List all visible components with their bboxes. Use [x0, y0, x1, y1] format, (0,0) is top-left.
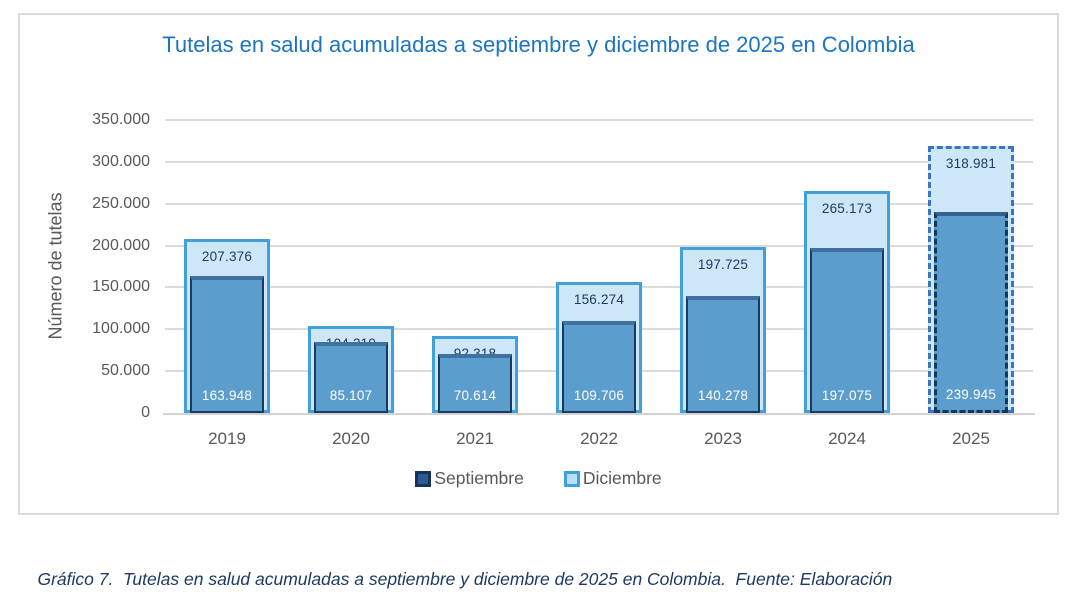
y-axis-tick-labels: 0 50.000 100.000 150.000 200.000 250.000 300.0…	[54, 111, 150, 421]
legend-item-septiembre: Septiembre	[415, 468, 524, 489]
data-label-septiembre-2021: 70.614	[453, 388, 497, 403]
data-label-diciembre-2025: 318.981	[945, 156, 997, 171]
x-tick-2025: 2025	[952, 429, 990, 448]
y-tick-0: 0	[141, 404, 150, 421]
data-label-septiembre-2022: 109.706	[573, 388, 625, 403]
gridline-200.000	[165, 244, 1033, 247]
bar-septiembre-2025: 239.945	[934, 212, 1008, 413]
x-tick-2022: 2022	[580, 429, 618, 448]
bar-septiembre-2023: 140.278	[686, 296, 760, 413]
bar-septiembre-2024: 197.075	[810, 248, 884, 413]
data-label-diciembre-2022: 156.274	[573, 292, 625, 307]
data-label-diciembre-2024: 265.173	[821, 201, 873, 216]
data-label-septiembre-2024: 197.075	[821, 388, 873, 403]
y-tick-250.000: 250.000	[92, 194, 150, 212]
bar-septiembre-2020: 85.107	[314, 342, 388, 413]
x-tick-2021: 2021	[456, 429, 494, 448]
x-tick-2023: 2023	[704, 429, 742, 448]
x-tick-2020: 2020	[332, 429, 370, 448]
x-tick-2024: 2024	[828, 429, 866, 448]
gridline-350.000	[165, 119, 1033, 121]
y-tick-350.000: 350.000	[92, 111, 150, 128]
bar-septiembre-2021: 70.614	[438, 354, 512, 413]
chart-title: Tutelas en salud acumuladas a septiembre…	[162, 32, 915, 57]
gridline-250.000	[165, 202, 1033, 205]
legend-label-diciembre: Diciembre	[582, 468, 662, 488]
data-label-septiembre-2019: 163.948	[201, 388, 253, 403]
caption-line-1: Gráfico 7. Tutelas en salud acumuladas a…	[37, 569, 893, 589]
legend-label-septiembre: Septiembre	[434, 468, 524, 488]
chart-card: Tutelas en salud acumuladas a septiembre…	[18, 13, 1059, 515]
bar-septiembre-2022: 109.706	[562, 321, 636, 413]
y-tick-150.000: 150.000	[92, 278, 150, 296]
legend: Septiembre Diciembre	[20, 468, 1057, 489]
plot-area: 207.376163.948104.21985.10792.31870.6141…	[163, 119, 1035, 415]
y-tick-100.000: 100.000	[92, 320, 150, 338]
chart-caption: Gráfico 7. Tutelas en salud acumuladas a…	[18, 536, 1030, 602]
x-tick-2019: 2019	[208, 429, 246, 448]
data-label-diciembre-2019: 207.376	[201, 249, 253, 264]
y-tick-300.000: 300.000	[92, 152, 150, 170]
data-label-diciembre-2023: 197.725	[697, 257, 749, 272]
legend-marker-septiembre-icon	[415, 470, 432, 487]
bar-septiembre-2019: 163.948	[190, 276, 264, 413]
y-tick-50.000: 50.000	[101, 362, 150, 380]
gridline-300.000	[165, 160, 1033, 163]
y-tick-200.000: 200.000	[92, 236, 150, 254]
data-label-septiembre-2023: 140.278	[697, 388, 749, 403]
data-label-septiembre-2020: 85.107	[329, 388, 373, 403]
data-label-septiembre-2025: 239.945	[945, 387, 997, 402]
x-axis-tick-labels: 2019 2020 2021 2022 2023 2024 2025	[165, 429, 1033, 453]
legend-item-diciembre: Diciembre	[563, 468, 662, 489]
x-axis-line	[163, 413, 1035, 415]
legend-marker-diciembre-icon	[563, 470, 580, 487]
